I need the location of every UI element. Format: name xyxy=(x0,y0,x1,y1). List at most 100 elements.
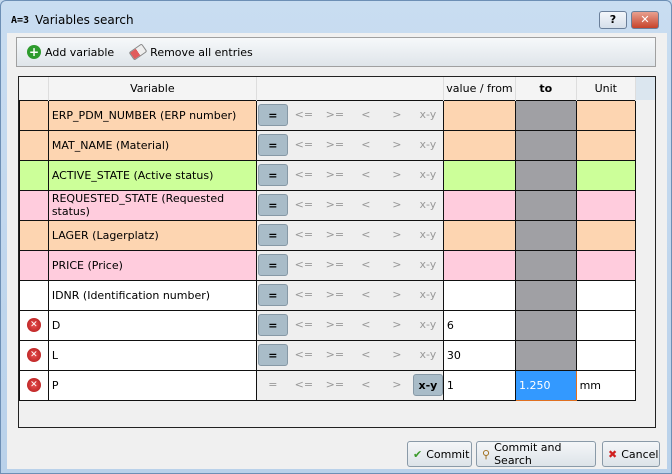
operator-button[interactable]: < xyxy=(361,348,371,361)
operator-button[interactable]: = xyxy=(257,284,288,306)
row-action-cell[interactable]: ✕ xyxy=(19,309,49,341)
operator-button[interactable]: <= xyxy=(294,198,314,211)
unit-cell[interactable] xyxy=(575,129,637,161)
table-row[interactable]: MAT_NAME (Material) = <= >= < > x-y xyxy=(19,129,637,161)
operator-button[interactable]: = xyxy=(257,224,288,246)
operator-button[interactable]: x-y xyxy=(419,348,437,361)
operator-button[interactable]: x-y xyxy=(412,374,443,396)
value-from-cell[interactable] xyxy=(442,99,517,131)
table-row[interactable]: ✕ D = <= >= < > x-y 6 xyxy=(19,309,637,341)
operator-button[interactable]: <= xyxy=(294,228,314,241)
operator-button[interactable]: <= xyxy=(294,108,314,121)
operator-button[interactable]: < xyxy=(361,198,371,211)
operator-button[interactable]: > xyxy=(392,318,402,331)
delete-icon[interactable]: ✕ xyxy=(26,348,41,362)
header-from[interactable]: value / from xyxy=(443,77,517,100)
operator-button[interactable]: >= xyxy=(325,108,345,121)
operator-button[interactable]: >= xyxy=(325,288,345,301)
help-button[interactable]: ? xyxy=(599,11,627,29)
operator-button[interactable]: < xyxy=(361,288,371,301)
value-to-cell[interactable] xyxy=(515,189,577,221)
value-to-cell[interactable] xyxy=(515,279,577,311)
header-to[interactable]: to xyxy=(515,77,577,100)
value-from-cell[interactable] xyxy=(442,279,517,311)
delete-icon[interactable]: ✕ xyxy=(26,378,41,392)
table-row[interactable]: ✕ P = <= >= < > x-y 1 1.250 mm xyxy=(19,369,637,401)
operator-button[interactable]: = xyxy=(257,194,288,216)
value-to-cell[interactable] xyxy=(515,249,577,281)
operator-button[interactable]: x-y xyxy=(419,288,437,301)
value-to-cell[interactable]: 1.250 xyxy=(515,369,577,401)
remove-all-button[interactable]: Remove all entries xyxy=(128,43,253,61)
row-action-cell[interactable]: ✕ xyxy=(19,369,49,401)
value-from-cell[interactable] xyxy=(442,249,517,281)
operator-button[interactable]: <= xyxy=(294,288,314,301)
commit-and-search-button[interactable]: ⚲ Commit and Search xyxy=(476,441,596,467)
operator-button[interactable]: >= xyxy=(325,378,345,391)
operator-button[interactable]: < xyxy=(361,318,371,331)
value-from-cell[interactable]: 1 xyxy=(442,369,517,401)
unit-cell[interactable] xyxy=(575,279,637,311)
operator-button[interactable]: x-y xyxy=(419,228,437,241)
value-from-cell[interactable]: 6 xyxy=(442,309,517,341)
operator-button[interactable]: <= xyxy=(294,378,314,391)
close-button[interactable]: ✕ xyxy=(631,11,659,29)
operator-button[interactable]: <= xyxy=(294,318,314,331)
operator-button[interactable]: < xyxy=(361,258,371,271)
operator-button[interactable]: >= xyxy=(325,318,345,331)
table-row[interactable]: LAGER (Lagerplatz) = <= >= < > x-y xyxy=(19,219,637,251)
table-row[interactable]: ERP_PDM_NUMBER (ERP number) = <= >= < > x-y xyxy=(19,99,637,131)
operator-button[interactable]: x-y xyxy=(419,258,437,271)
operator-button[interactable]: < xyxy=(361,108,371,121)
value-from-cell[interactable] xyxy=(442,159,517,191)
operator-button[interactable]: x-y xyxy=(419,168,437,181)
value-to-cell[interactable] xyxy=(515,219,577,251)
table-row[interactable]: REQUESTED_STATE (Requested status) = <= >=… xyxy=(19,189,637,221)
operator-button[interactable]: > xyxy=(392,378,402,391)
unit-cell[interactable] xyxy=(575,159,637,191)
operator-button[interactable]: = xyxy=(257,254,288,276)
operator-button[interactable]: >= xyxy=(325,228,345,241)
unit-cell[interactable] xyxy=(575,309,637,341)
operator-button[interactable]: x-y xyxy=(419,318,437,331)
operator-button[interactable]: <= xyxy=(294,168,314,181)
value-to-cell[interactable] xyxy=(515,159,577,191)
value-to-cell[interactable] xyxy=(515,129,577,161)
operator-button[interactable]: > xyxy=(392,108,402,121)
operator-button[interactable]: = xyxy=(257,104,288,126)
operator-button[interactable]: <= xyxy=(294,138,314,151)
operator-button[interactable]: > xyxy=(392,168,402,181)
operator-button[interactable]: = xyxy=(268,378,278,391)
table-row[interactable]: PRICE (Price) = <= >= < > x-y xyxy=(19,249,637,281)
header-unit[interactable]: Unit xyxy=(576,77,637,100)
operator-button[interactable]: = xyxy=(257,164,288,186)
operator-button[interactable]: > xyxy=(392,348,402,361)
value-to-cell[interactable] xyxy=(515,99,577,131)
delete-icon[interactable]: ✕ xyxy=(26,318,41,332)
operator-button[interactable]: >= xyxy=(325,138,345,151)
operator-button[interactable]: <= xyxy=(294,258,314,271)
operator-button[interactable]: >= xyxy=(325,198,345,211)
value-from-cell[interactable] xyxy=(442,189,517,221)
value-from-cell[interactable] xyxy=(442,129,517,161)
operator-button[interactable]: = xyxy=(257,344,288,366)
operator-button[interactable]: x-y xyxy=(419,108,437,121)
operator-button[interactable]: = xyxy=(257,314,288,336)
unit-cell[interactable] xyxy=(575,339,637,371)
cancel-button[interactable]: ✖ Cancel xyxy=(602,441,660,467)
unit-cell[interactable] xyxy=(575,249,637,281)
operator-button[interactable]: < xyxy=(361,168,371,181)
operator-button[interactable]: = xyxy=(257,134,288,156)
operator-button[interactable]: < xyxy=(361,138,371,151)
header-variable[interactable]: Variable xyxy=(48,77,257,100)
table-row[interactable]: ACTIVE_STATE (Active status) = <= >= < > x-y xyxy=(19,159,637,191)
add-variable-button[interactable]: + Add variable xyxy=(27,45,114,59)
operator-button[interactable]: > xyxy=(392,228,402,241)
unit-cell[interactable]: mm xyxy=(575,369,637,401)
unit-cell[interactable] xyxy=(575,99,637,131)
operator-button[interactable]: >= xyxy=(325,168,345,181)
operator-button[interactable]: > xyxy=(392,288,402,301)
row-action-cell[interactable]: ✕ xyxy=(19,339,49,371)
operator-button[interactable]: > xyxy=(392,198,402,211)
operator-button[interactable]: <= xyxy=(294,348,314,361)
